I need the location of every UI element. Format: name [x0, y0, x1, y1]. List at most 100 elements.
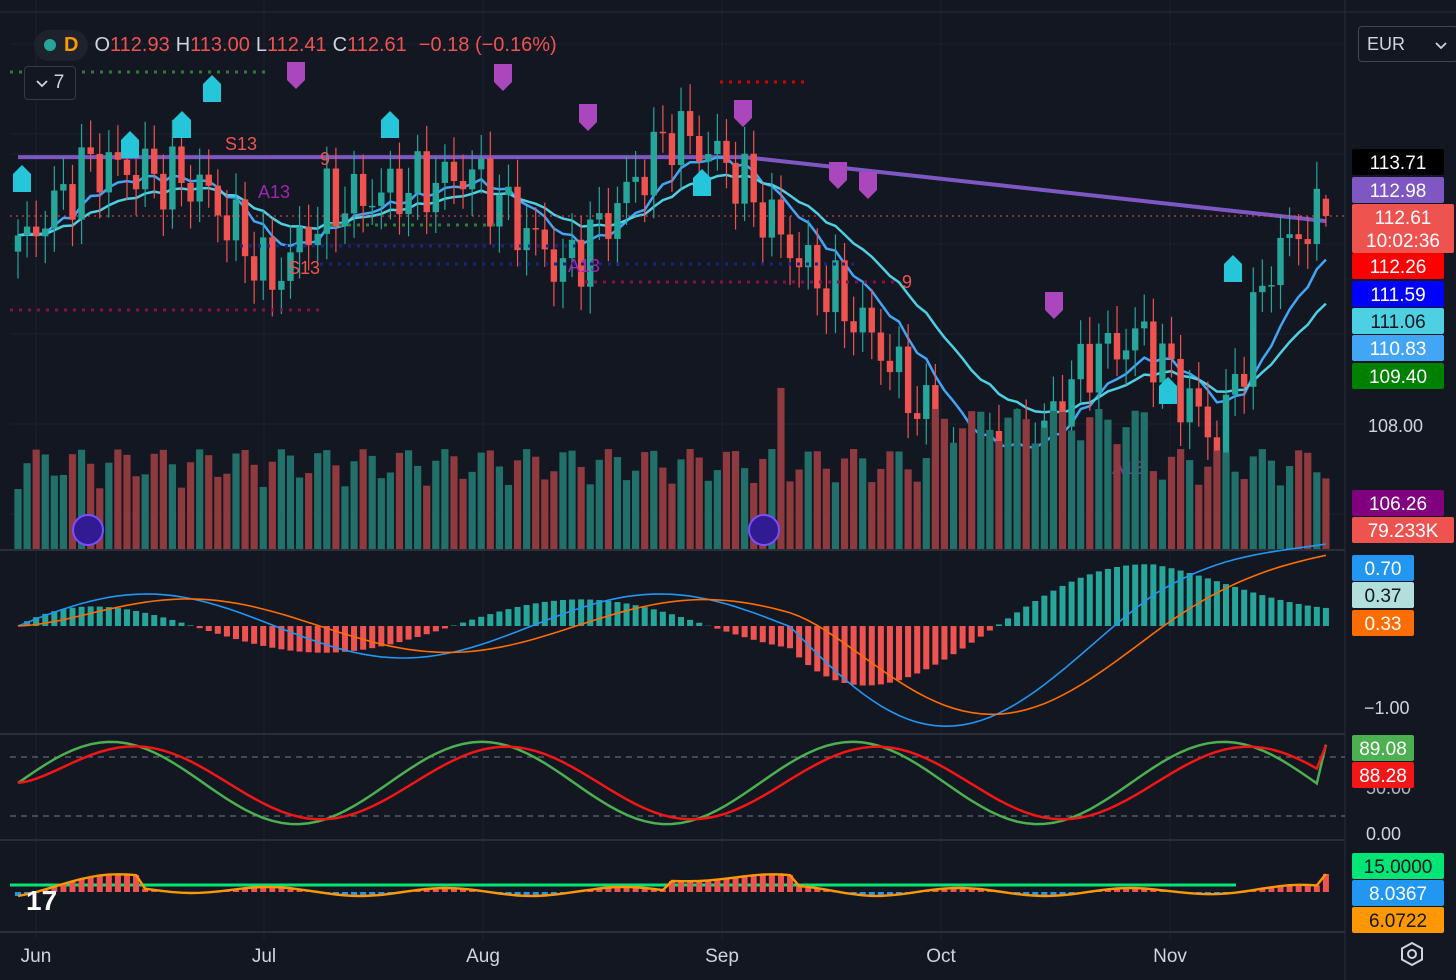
macd-histogram-bar: [1023, 606, 1030, 626]
macd-histogram-bar: [1123, 565, 1130, 626]
y-axis-tick-label: 108.00: [1368, 416, 1423, 436]
osc-histogram-bar: [296, 889, 303, 892]
macd-histogram-bar: [559, 600, 566, 626]
volume-bar: [668, 483, 676, 549]
macd-histogram-bar: [1259, 595, 1266, 626]
osc-histogram-bar: [532, 892, 539, 896]
volume-bar: [704, 480, 712, 549]
candle-body: [1168, 343, 1175, 359]
candle-body: [1231, 373, 1239, 395]
indicators-toggle-button[interactable]: 7: [24, 66, 76, 100]
y-axis-tick-label: 0.00: [1366, 824, 1401, 844]
volume-bar: [132, 476, 140, 549]
macd-line: [17, 543, 1327, 728]
macd-histogram-bar: [650, 609, 657, 626]
volume-bar: [1267, 460, 1276, 549]
indicator-value-label: 6.0722: [1352, 907, 1444, 933]
indicator-value-label-text: 8.0367: [1369, 884, 1427, 905]
macd-histogram-bar: [1068, 581, 1075, 626]
macd-histogram-bar: [450, 625, 457, 626]
candle-body: [1195, 388, 1202, 407]
candle-body: [741, 153, 748, 204]
osc-histogram-bar: [69, 881, 76, 892]
macd-histogram-bar: [269, 626, 276, 648]
candle-body: [750, 153, 757, 203]
candle-body: [396, 168, 403, 215]
volume-bar: [441, 449, 449, 549]
price-axis-label-text: 112.61: [1375, 208, 1432, 229]
osc-histogram-bar: [859, 892, 866, 896]
candle-body: [414, 151, 421, 193]
volume-bar: [904, 469, 912, 549]
macd-histogram-bar: [1050, 590, 1057, 626]
candle-body: [1113, 332, 1121, 360]
ohlc-legend: D O112.93 H113.00 L112.41 C112.61 −0.18 …: [34, 29, 557, 61]
volume-bar: [1204, 466, 1212, 549]
symbol-status-pill[interactable]: D: [34, 29, 89, 61]
volume-bar: [1031, 443, 1039, 549]
chevron-down-icon: [36, 72, 48, 94]
settings-gear-icon[interactable]: [1398, 940, 1426, 968]
macd-histogram-bar: [1295, 603, 1302, 626]
macd-histogram-bar: [24, 621, 31, 626]
price-axis-label: 111.59: [1352, 281, 1444, 307]
currency-select[interactable]: EUR: [1358, 26, 1456, 62]
price-axis-label-text: 111.06: [1370, 312, 1425, 333]
volume-bar: [949, 442, 958, 549]
macd-histogram-bar: [632, 605, 639, 626]
candle-body: [1186, 388, 1193, 423]
macd-histogram-bar: [1204, 578, 1211, 626]
macd-histogram-bar: [1268, 597, 1275, 626]
volume-bar: [1077, 440, 1085, 549]
candle-body: [450, 161, 458, 182]
osc-histogram-bar: [750, 875, 757, 892]
ohlc-close: C112.61: [332, 33, 407, 56]
price-axis-label-bg: [1352, 149, 1444, 175]
volume-bar: [632, 470, 640, 549]
osc-histogram-bar: [351, 892, 358, 896]
osc-histogram-bar: [78, 878, 85, 892]
volume-bar: [931, 409, 939, 549]
candle-body: [768, 199, 776, 238]
volume-bar: [722, 451, 731, 549]
price-axis-label-text: 112.98: [1370, 181, 1427, 202]
macd-histogram-bar: [478, 616, 485, 626]
macd-histogram-bar: [1168, 568, 1175, 626]
volume-bar: [1122, 427, 1130, 549]
macd-histogram-bar: [868, 626, 875, 686]
macd-histogram-bar: [1195, 575, 1202, 626]
candle-body: [14, 235, 22, 252]
osc-histogram-bar: [60, 883, 67, 892]
macd-histogram-bar: [959, 626, 966, 649]
macd-histogram-bar: [1232, 586, 1239, 626]
volume-bar: [214, 476, 222, 549]
macd-histogram-bar: [423, 626, 430, 635]
volume-bar: [205, 455, 213, 549]
candle-body: [250, 256, 258, 281]
volume-bar: [1149, 471, 1157, 549]
volume-bar: [868, 482, 876, 549]
candle-body: [205, 174, 212, 186]
x-axis-tick-label: Sep: [705, 946, 739, 967]
candle-body: [332, 168, 340, 227]
volume-bar: [1095, 409, 1103, 549]
chevron-down-icon: [1435, 34, 1447, 55]
candle-body: [269, 237, 276, 290]
candle-body: [132, 174, 140, 190]
price-axis-label-text: 113.71: [1370, 153, 1427, 174]
osc-histogram-bar: [814, 888, 821, 892]
candle-body: [369, 205, 376, 208]
bullish-flag-icon: [121, 131, 139, 158]
osc-histogram-bar: [632, 887, 639, 892]
macd-histogram-bar: [487, 614, 494, 626]
candle-body: [123, 159, 131, 175]
macd-histogram-bar: [1086, 574, 1093, 626]
volume-bar: [768, 449, 776, 549]
osc-histogram-bar: [15, 892, 21, 896]
osc-histogram-bar: [1123, 888, 1130, 892]
price-axis-label-bg: [1352, 253, 1444, 279]
volume-bar: [368, 455, 376, 549]
osc-histogram-bar: [1304, 884, 1311, 892]
volume-bar: [804, 451, 812, 549]
